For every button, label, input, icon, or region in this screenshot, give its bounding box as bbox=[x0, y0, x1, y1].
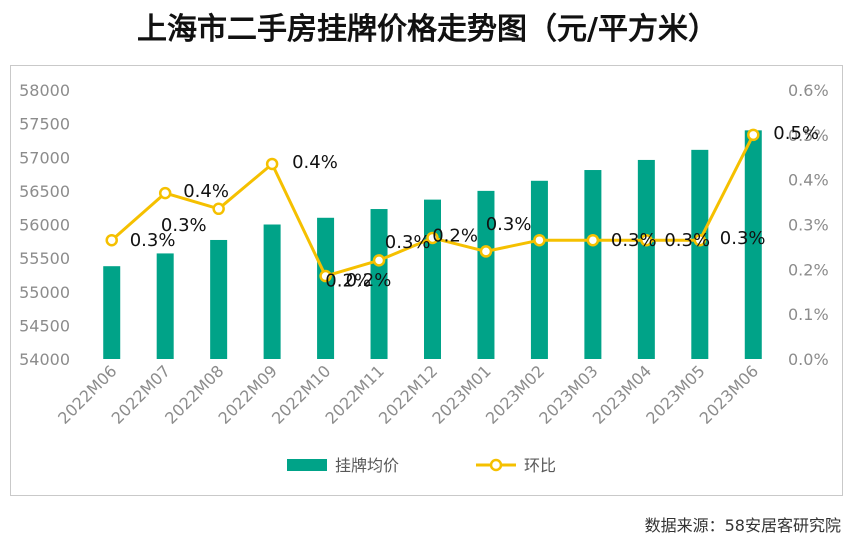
y-right-tick-label: 0.0% bbox=[788, 350, 829, 369]
bar-2022M07 bbox=[156, 253, 174, 359]
line-point-2022M06 bbox=[105, 233, 118, 247]
line-point-2023M04 bbox=[640, 233, 653, 247]
line-point-2023M06 bbox=[747, 128, 760, 142]
chart-frame bbox=[10, 65, 843, 496]
line-data-label: 0.4% bbox=[183, 181, 229, 202]
line-point-2023M03 bbox=[586, 233, 600, 247]
y-left-tick-label: 54000 bbox=[19, 350, 70, 369]
line-data-label: 0.2% bbox=[432, 225, 478, 246]
bar-2023M06 bbox=[744, 130, 762, 359]
bar-2022M10 bbox=[317, 217, 335, 359]
chart-title: 上海市二手房挂牌价格走势图（元/平方米） bbox=[137, 12, 718, 47]
legend-bar-swatch bbox=[287, 459, 327, 471]
line-point-2022M09 bbox=[265, 157, 279, 171]
y-left-tick-label: 57000 bbox=[19, 148, 70, 167]
y-left-tick-label: 58000 bbox=[19, 81, 70, 100]
bar-2023M04 bbox=[637, 159, 655, 359]
line-point-2023M01 bbox=[479, 245, 493, 258]
line-point-2022M10 bbox=[319, 269, 332, 283]
bar-2022M12 bbox=[424, 199, 441, 359]
y-left-tick-label: 56000 bbox=[19, 216, 70, 235]
line-point-2023M02 bbox=[533, 233, 546, 247]
bar-2022M08 bbox=[210, 239, 228, 359]
line-point-2023M05 bbox=[693, 233, 707, 247]
line-data-label: 0.3% bbox=[385, 232, 431, 253]
bar-2022M06 bbox=[103, 266, 121, 359]
bar-2023M05 bbox=[691, 149, 709, 359]
legend-line-label: 环比 bbox=[524, 456, 556, 475]
y-right-tick-label: 0.1% bbox=[788, 305, 829, 324]
line-data-label: 0.4% bbox=[292, 152, 338, 173]
bar-2023M01 bbox=[477, 190, 495, 359]
line-point-2022M07 bbox=[158, 186, 172, 200]
line-data-label: 0.3% bbox=[161, 215, 207, 236]
y-right-tick-label: 0.3% bbox=[788, 216, 829, 235]
line-data-label: 0.5% bbox=[773, 123, 819, 144]
legend-line-marker bbox=[489, 458, 503, 472]
data-source: 数据来源：58安居客研究院 bbox=[644, 516, 841, 535]
line-data-label: 0.3% bbox=[720, 228, 766, 249]
line-data-label: 0.3% bbox=[130, 230, 176, 251]
y-left-tick-label: 55000 bbox=[19, 283, 70, 302]
y-left-tick-label: 56500 bbox=[19, 182, 70, 201]
line-point-2022M11 bbox=[372, 254, 386, 267]
line-data-label: 0.3% bbox=[611, 230, 657, 251]
bar-2022M09 bbox=[263, 224, 281, 359]
line-data-label: 0.2% bbox=[346, 270, 392, 291]
x-tick-label: 2023M06 bbox=[696, 361, 762, 427]
y-right-tick-label: 0.4% bbox=[788, 171, 829, 190]
line-point-2022M12 bbox=[426, 231, 439, 245]
y-right-tick-label: 0.2% bbox=[788, 260, 829, 279]
bar-2022M11 bbox=[370, 209, 388, 359]
bar-2023M03 bbox=[584, 170, 602, 359]
y-right-tick-label: 0.6% bbox=[788, 81, 829, 100]
line-data-label: 0.3% bbox=[664, 230, 710, 251]
line-point-2022M08 bbox=[212, 202, 225, 216]
y-right-tick-label: 0.5% bbox=[788, 126, 829, 145]
y-left-tick-label: 57500 bbox=[19, 115, 70, 134]
bar-2023M02 bbox=[530, 180, 548, 359]
line-data-label: 0.2% bbox=[325, 270, 371, 291]
y-left-tick-label: 54500 bbox=[19, 316, 70, 335]
legend-bar-label: 挂牌均价 bbox=[335, 456, 399, 475]
line-data-label: 0.3% bbox=[486, 214, 532, 235]
y-left-tick-label: 55500 bbox=[19, 249, 70, 268]
